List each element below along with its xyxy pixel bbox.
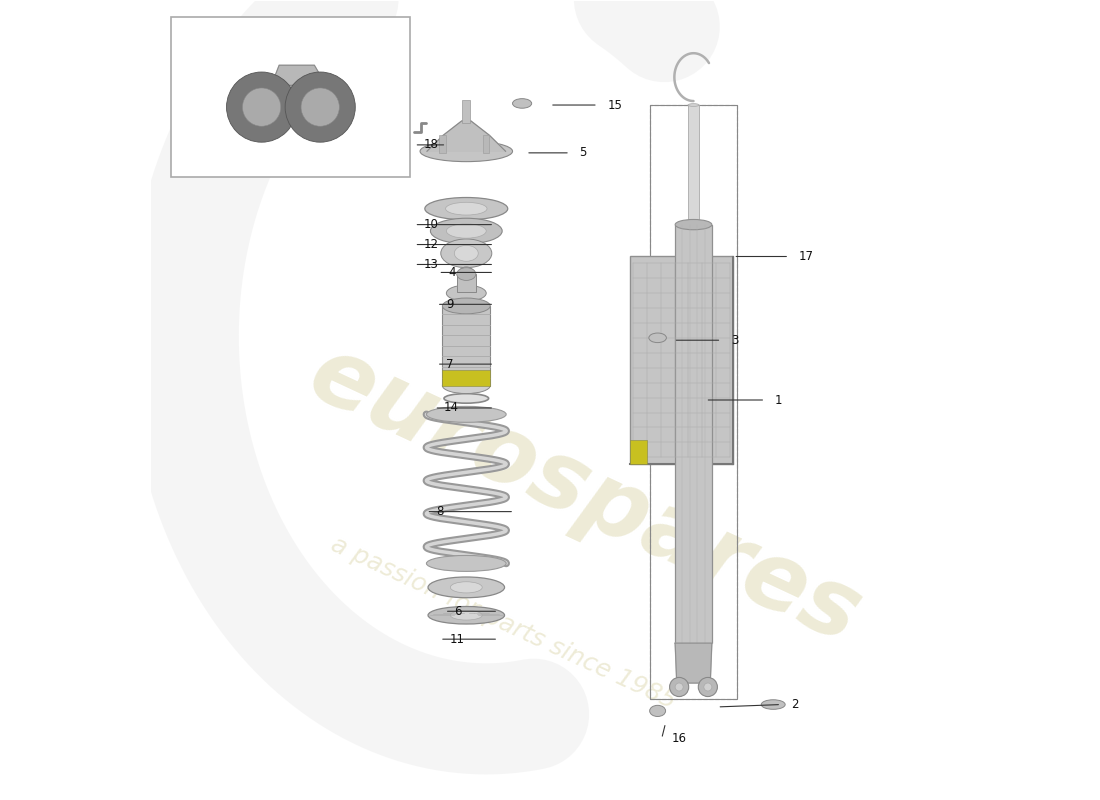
Ellipse shape	[425, 198, 508, 220]
Ellipse shape	[688, 104, 700, 106]
Ellipse shape	[427, 555, 506, 571]
Polygon shape	[427, 121, 506, 151]
Text: 3: 3	[732, 334, 738, 346]
Bar	[483, 135, 490, 153]
Text: 16: 16	[671, 732, 686, 746]
Text: a passion for parts since 1985: a passion for parts since 1985	[327, 533, 680, 714]
Ellipse shape	[442, 298, 491, 314]
Ellipse shape	[761, 700, 785, 710]
Ellipse shape	[446, 202, 487, 215]
Text: 4: 4	[448, 266, 455, 279]
Ellipse shape	[441, 239, 492, 268]
Ellipse shape	[428, 577, 505, 598]
Bar	[172, 18, 410, 177]
Polygon shape	[675, 643, 712, 683]
Bar	[442, 370, 491, 386]
Ellipse shape	[447, 286, 486, 301]
Text: eurospares: eurospares	[295, 328, 876, 664]
Text: 2: 2	[791, 698, 799, 711]
Text: 7: 7	[447, 358, 454, 370]
Polygon shape	[272, 66, 326, 86]
Text: 6: 6	[454, 605, 462, 618]
Ellipse shape	[227, 72, 297, 142]
Ellipse shape	[285, 72, 355, 142]
Ellipse shape	[450, 582, 482, 593]
Bar	[650, 105, 737, 699]
Text: 15: 15	[607, 98, 623, 111]
Text: 17: 17	[799, 250, 814, 263]
Text: 8: 8	[436, 505, 443, 518]
Ellipse shape	[427, 406, 506, 422]
Ellipse shape	[704, 683, 712, 691]
Text: 9: 9	[447, 298, 454, 311]
Ellipse shape	[301, 88, 339, 126]
Polygon shape	[240, 86, 342, 107]
Bar	[675, 225, 712, 643]
Bar	[629, 257, 734, 464]
Text: 10: 10	[424, 218, 439, 231]
Ellipse shape	[430, 218, 503, 244]
Ellipse shape	[442, 378, 491, 394]
Ellipse shape	[670, 678, 689, 697]
Bar	[650, 105, 737, 699]
Text: 12: 12	[424, 238, 439, 251]
Ellipse shape	[420, 141, 513, 162]
Ellipse shape	[428, 606, 505, 624]
Ellipse shape	[444, 394, 488, 403]
Text: 14: 14	[444, 402, 459, 414]
Ellipse shape	[650, 706, 666, 717]
Text: 18: 18	[424, 138, 439, 151]
Bar	[439, 135, 446, 153]
Text: 1: 1	[774, 394, 782, 406]
Ellipse shape	[242, 88, 280, 126]
Ellipse shape	[450, 610, 482, 620]
Ellipse shape	[649, 333, 667, 342]
Ellipse shape	[447, 224, 486, 238]
Ellipse shape	[454, 246, 478, 262]
Ellipse shape	[675, 219, 712, 230]
Ellipse shape	[675, 683, 683, 691]
Bar	[629, 440, 647, 464]
Text: 11: 11	[450, 633, 464, 646]
Text: 13: 13	[424, 258, 439, 271]
Ellipse shape	[513, 98, 531, 108]
Ellipse shape	[459, 267, 474, 282]
Bar	[442, 306, 491, 386]
Bar	[688, 105, 700, 225]
Ellipse shape	[698, 678, 717, 697]
Ellipse shape	[456, 268, 476, 281]
Bar	[462, 100, 471, 122]
Bar	[456, 274, 476, 291]
Text: 5: 5	[580, 146, 587, 159]
